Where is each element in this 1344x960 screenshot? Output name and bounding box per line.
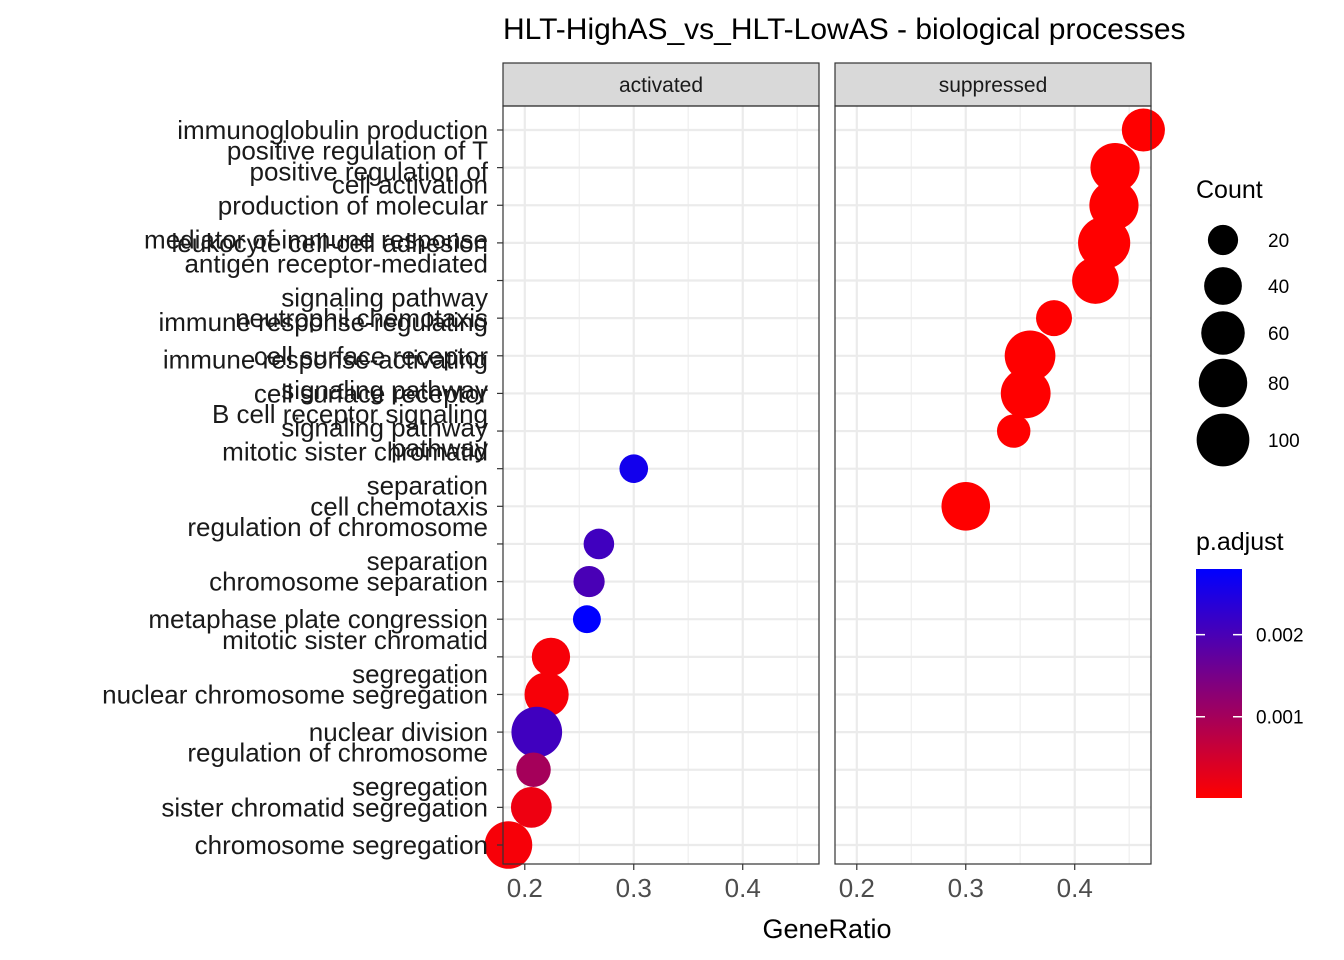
- y-category-label: nuclear chromosome segregation: [102, 679, 488, 709]
- dot-suppressed-0: [1121, 108, 1165, 152]
- y-category-label: chromosome separation: [209, 567, 488, 597]
- dot-suppressed-5: [1036, 300, 1073, 337]
- y-category-label: segregation: [352, 659, 488, 689]
- y-category-label: immunoglobulin production: [177, 115, 488, 145]
- y-category-label: leukocyte cell-cell adhesion: [171, 228, 488, 258]
- dot-activated-5: [524, 672, 569, 717]
- strip-suppressed: [834, 62, 1152, 107]
- count-legend-title: Count: [1196, 176, 1263, 204]
- y-category-label: antigen receptor-mediated: [184, 249, 488, 279]
- dot-activated-0: [619, 454, 649, 483]
- x-tick-label: 0.2: [507, 873, 543, 903]
- dot-activated-3: [572, 605, 601, 634]
- y-category-label: positive regulation of: [250, 156, 489, 186]
- count-legend-label: 100: [1268, 431, 1300, 452]
- y-category-label: sister chromatid segregation: [161, 792, 488, 822]
- panel-suppressed-border: [834, 105, 1152, 865]
- x-tick-label: 0.4: [1057, 873, 1093, 903]
- count-legend-dot: [1204, 267, 1242, 305]
- y-category-label: cell surface receptor: [254, 378, 488, 408]
- y-category-label: chromosome segregation: [195, 830, 488, 860]
- x-axis-title: GeneRatio: [762, 914, 891, 944]
- dot-suppressed-8: [996, 414, 1031, 448]
- panel-activated-border: [502, 105, 820, 865]
- x-tick-label: 0.3: [616, 873, 652, 903]
- count-legend-dot: [1196, 413, 1250, 467]
- data-points: [484, 108, 1165, 869]
- y-category-label: signaling pathway: [281, 283, 488, 313]
- count-legend-dot: [1198, 358, 1248, 408]
- dot-activated-2: [573, 565, 605, 598]
- count-legend-dot: [1201, 311, 1245, 355]
- y-category-label: mediator of immune response: [144, 224, 488, 254]
- strip-label-suppressed: suppressed: [939, 74, 1048, 97]
- y-category-label: metaphase plate congression: [148, 604, 488, 634]
- y-category-label: separation: [367, 471, 488, 501]
- y-category-label: production of molecular: [218, 190, 489, 220]
- y-category-label: regulation of chromosome: [187, 512, 488, 542]
- dot-suppressed-6: [1004, 330, 1056, 382]
- padjust-colorbar: [1196, 569, 1242, 798]
- y-category-label: mitotic sister chromatid: [222, 437, 488, 467]
- x-tick-label: 0.3: [948, 873, 984, 903]
- dot-activated-7: [516, 752, 551, 787]
- dot-suppressed-4: [1072, 257, 1119, 304]
- y-category-label: B cell receptor signaling: [212, 399, 488, 429]
- y-category-label: cell activation: [332, 170, 488, 200]
- strip-label-activated: activated: [619, 74, 703, 97]
- dot-suppressed-1: [1090, 143, 1140, 193]
- strip-activated: [502, 62, 820, 107]
- y-category-label: immune response-regulating: [158, 307, 488, 337]
- dot-activated-4: [531, 637, 571, 676]
- count-legend-label: 80: [1268, 374, 1289, 395]
- y-category-label: cell surface receptor: [254, 341, 488, 371]
- dot-suppressed-7: [1000, 368, 1051, 419]
- dot-activated-1: [583, 528, 615, 560]
- y-category-label: nuclear division: [309, 717, 488, 747]
- count-legend: 20 40 60 80 100: [1196, 224, 1300, 467]
- dot-suppressed-9: [941, 482, 991, 531]
- x-axis: 0.2 0.3 0.4 0.2 0.3 0.4: [507, 864, 1093, 903]
- y-category-label: immune response-activating: [163, 344, 488, 374]
- x-tick-label: 0.2: [839, 873, 875, 903]
- y-category-label: pathway: [391, 433, 488, 463]
- y-category-label: segregation: [352, 772, 488, 802]
- dot-activated-8: [510, 786, 552, 828]
- y-category-label: cell chemotaxis: [310, 491, 488, 521]
- y-category-label: signaling pathway: [281, 412, 488, 442]
- count-legend-dot: [1207, 224, 1239, 256]
- dot-suppressed-3: [1078, 216, 1131, 269]
- y-category-label: neutrophil chemotaxis: [235, 303, 488, 333]
- count-legend-label: 60: [1268, 324, 1289, 345]
- chart-title: HLT-HighAS_vs_HLT-LowAS - biological pro…: [503, 13, 1186, 46]
- padjust-legend-label: 0.002: [1256, 626, 1304, 647]
- y-category-label: regulation of chromosome: [187, 738, 488, 768]
- y-category-label: positive regulation of T: [227, 136, 488, 166]
- y-category-label: mitotic sister chromatid: [222, 625, 488, 655]
- y-category-label: signaling pathway: [281, 375, 488, 405]
- padjust-legend-ticks: 0.002 0.001: [1196, 626, 1304, 729]
- x-tick-label: 0.4: [725, 873, 761, 903]
- count-legend-label: 20: [1268, 231, 1289, 252]
- padjust-legend-title: p.adjust: [1196, 528, 1284, 556]
- dot-activated-6: [511, 706, 563, 758]
- dot-activated-9: [484, 821, 533, 869]
- y-category-label: separation: [367, 546, 488, 576]
- count-legend-label: 40: [1268, 277, 1289, 298]
- padjust-legend-label: 0.001: [1256, 708, 1304, 729]
